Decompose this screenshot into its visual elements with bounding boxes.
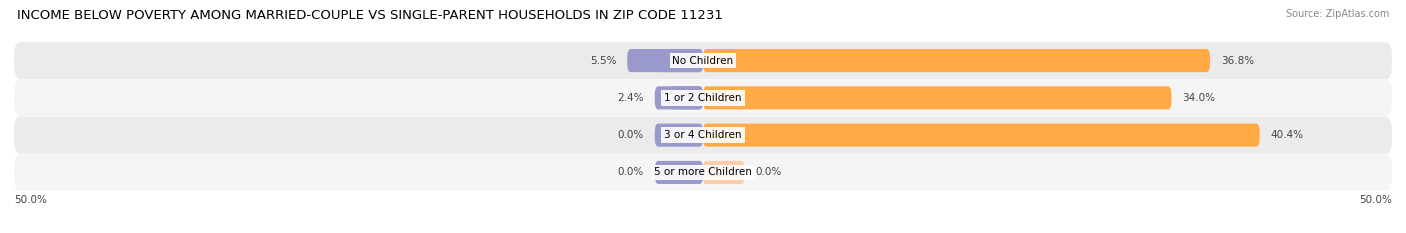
FancyBboxPatch shape bbox=[669, 86, 703, 110]
Text: 2.4%: 2.4% bbox=[617, 93, 644, 103]
FancyBboxPatch shape bbox=[703, 123, 1260, 147]
Text: 50.0%: 50.0% bbox=[1360, 195, 1392, 205]
Text: 5.5%: 5.5% bbox=[589, 56, 616, 65]
FancyBboxPatch shape bbox=[14, 117, 1392, 154]
Text: 0.0%: 0.0% bbox=[755, 168, 782, 177]
FancyBboxPatch shape bbox=[14, 154, 1392, 191]
Text: 36.8%: 36.8% bbox=[1220, 56, 1254, 65]
FancyBboxPatch shape bbox=[627, 49, 703, 72]
FancyBboxPatch shape bbox=[655, 86, 703, 110]
FancyBboxPatch shape bbox=[655, 49, 703, 72]
FancyBboxPatch shape bbox=[14, 79, 1392, 116]
FancyBboxPatch shape bbox=[655, 123, 703, 147]
Text: 40.4%: 40.4% bbox=[1271, 130, 1303, 140]
Text: 0.0%: 0.0% bbox=[617, 168, 644, 177]
Text: Source: ZipAtlas.com: Source: ZipAtlas.com bbox=[1285, 9, 1389, 19]
Text: 50.0%: 50.0% bbox=[14, 195, 46, 205]
Text: No Children: No Children bbox=[672, 56, 734, 65]
Text: 5 or more Children: 5 or more Children bbox=[654, 168, 752, 177]
FancyBboxPatch shape bbox=[703, 49, 1211, 72]
FancyBboxPatch shape bbox=[655, 161, 703, 184]
FancyBboxPatch shape bbox=[14, 42, 1392, 79]
Text: 0.0%: 0.0% bbox=[617, 130, 644, 140]
Text: INCOME BELOW POVERTY AMONG MARRIED-COUPLE VS SINGLE-PARENT HOUSEHOLDS IN ZIP COD: INCOME BELOW POVERTY AMONG MARRIED-COUPL… bbox=[17, 9, 723, 22]
FancyBboxPatch shape bbox=[703, 86, 1171, 110]
Text: 3 or 4 Children: 3 or 4 Children bbox=[664, 130, 742, 140]
FancyBboxPatch shape bbox=[703, 161, 744, 184]
Text: 34.0%: 34.0% bbox=[1182, 93, 1216, 103]
Text: 1 or 2 Children: 1 or 2 Children bbox=[664, 93, 742, 103]
